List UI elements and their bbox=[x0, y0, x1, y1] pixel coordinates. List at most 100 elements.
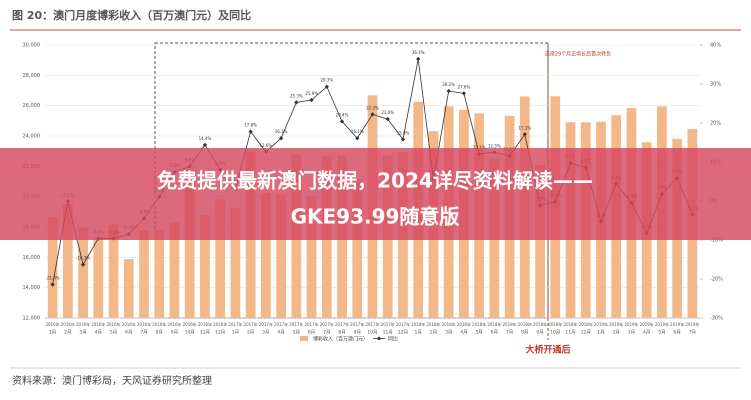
x-tick-label: 10月 bbox=[367, 330, 377, 336]
y-tick-label: 28,000 bbox=[23, 73, 41, 79]
data-label: 21.0% bbox=[381, 110, 394, 115]
data-label: 25.3% bbox=[290, 93, 303, 98]
x-tick-label: 4月 bbox=[460, 330, 467, 336]
bridge-note: 大桥开通后 bbox=[525, 344, 570, 356]
x-tick-label: 11月 bbox=[200, 330, 210, 336]
bar bbox=[47, 216, 58, 318]
source: 资料来源：澳门博彩局，天风证券研究所整理 bbox=[12, 374, 212, 387]
x-tick-label: 6月 bbox=[308, 330, 315, 336]
data-label: 15.8% bbox=[397, 130, 410, 135]
x-tick-year: 2016年 bbox=[46, 321, 60, 327]
bar bbox=[108, 224, 119, 318]
x-tick-label: 9月 bbox=[171, 330, 178, 336]
x-tick-label: 12月 bbox=[215, 330, 225, 336]
y-tick-label: 30,000 bbox=[23, 43, 41, 49]
y2-tick-label: -10% bbox=[710, 238, 723, 244]
x-tick-year: 2019年 bbox=[594, 321, 608, 327]
x-tick-label: 5月 bbox=[110, 330, 117, 336]
x-tick-year: 2016年 bbox=[183, 321, 197, 327]
x-tick-label: 4月 bbox=[95, 330, 102, 336]
x-tick-label: 3月 bbox=[628, 330, 635, 336]
bar bbox=[78, 227, 88, 318]
x-tick-label: 2月 bbox=[613, 330, 620, 336]
x-tick-year: 2016年 bbox=[213, 321, 227, 327]
data-label: 20.4% bbox=[336, 112, 349, 117]
banner-line: 免费提供最新澳门数据，2024详尽资料解读—— bbox=[157, 169, 593, 193]
x-tick-year: 2018年 bbox=[457, 321, 471, 327]
x-tick-year: 2017年 bbox=[244, 321, 258, 327]
x-tick-label: 2月 bbox=[64, 330, 71, 336]
x-tick-label: 6月 bbox=[673, 330, 680, 336]
y-tick-label: 26,000 bbox=[23, 103, 41, 109]
x-tick-label: 2月 bbox=[430, 330, 437, 336]
x-tick-year: 2019年 bbox=[624, 321, 638, 327]
bar bbox=[260, 192, 271, 318]
bar bbox=[154, 229, 165, 318]
line-marker bbox=[446, 88, 451, 94]
bar bbox=[169, 222, 180, 318]
data-label: 29.3% bbox=[320, 78, 333, 83]
line-marker bbox=[416, 56, 421, 62]
data-label: 17.8% bbox=[244, 123, 257, 128]
x-tick-year: 2018年 bbox=[563, 321, 577, 327]
bar bbox=[306, 196, 317, 318]
line-marker bbox=[248, 129, 253, 134]
x-tick-year: 2016年 bbox=[106, 321, 120, 327]
bar bbox=[352, 178, 363, 318]
x-tick-label: 2月 bbox=[247, 330, 254, 336]
data-label: 28.2% bbox=[442, 82, 455, 87]
x-tick-label: 3月 bbox=[79, 330, 86, 336]
bar bbox=[215, 199, 226, 318]
x-tick-year: 2018年 bbox=[533, 321, 547, 327]
x-tick-year: 2018年 bbox=[442, 321, 456, 327]
x-tick-year: 2019年 bbox=[685, 321, 699, 327]
x-tick-year: 2018年 bbox=[487, 321, 501, 327]
data-label: 12.6% bbox=[260, 143, 273, 148]
x-tick-year: 2017年 bbox=[304, 321, 318, 327]
data-label: 22.2% bbox=[366, 105, 379, 110]
x-tick-label: 1月 bbox=[415, 330, 422, 336]
x-tick-label: 12月 bbox=[398, 330, 408, 336]
x-tick-year: 2017年 bbox=[365, 321, 379, 327]
x-tick-year: 2019年 bbox=[640, 321, 654, 327]
line-marker bbox=[522, 132, 527, 137]
x-tick-label: 7月 bbox=[506, 330, 513, 336]
x-tick-label: 7月 bbox=[323, 330, 330, 336]
line-marker bbox=[202, 142, 208, 147]
x-tick-label: 11月 bbox=[383, 330, 393, 336]
x-tick-label: 6月 bbox=[491, 330, 498, 336]
data-label: 14.4% bbox=[199, 136, 212, 141]
x-tick-label: 4月 bbox=[643, 330, 650, 336]
x-tick-year: 2019年 bbox=[670, 321, 684, 327]
x-tick-year: 2017年 bbox=[396, 321, 410, 327]
x-tick-year: 2018年 bbox=[548, 321, 562, 327]
bar bbox=[200, 215, 210, 318]
banner bbox=[0, 148, 751, 240]
y2-tick-label: 40% bbox=[710, 43, 721, 49]
x-tick-year: 2018年 bbox=[579, 321, 593, 327]
x-tick-label: 9月 bbox=[536, 330, 543, 336]
x-tick-year: 2017年 bbox=[381, 321, 395, 327]
x-tick-label: 3月 bbox=[445, 330, 452, 336]
y-tick-label: 14,000 bbox=[23, 285, 41, 291]
line-marker bbox=[461, 91, 467, 96]
x-tick-year: 2017年 bbox=[335, 321, 349, 327]
y-tick-label: 12,000 bbox=[23, 316, 41, 322]
x-tick-label: 6月 bbox=[125, 330, 132, 336]
x-tick-year: 2018年 bbox=[502, 321, 516, 327]
legend-label: 同比 bbox=[388, 336, 398, 343]
x-tick-year: 2016年 bbox=[122, 321, 136, 327]
x-tick-label: 3月 bbox=[262, 330, 269, 336]
x-tick-label: 12月 bbox=[581, 330, 591, 336]
x-tick-label: 4月 bbox=[277, 330, 284, 336]
y2-tick-label: -20% bbox=[710, 277, 723, 283]
x-tick-label: 7月 bbox=[689, 330, 696, 336]
data-label: -16.3% bbox=[76, 256, 90, 261]
data-label: 25.9% bbox=[305, 91, 318, 96]
y2-tick-label: -30% bbox=[710, 316, 723, 322]
x-tick-year: 2016年 bbox=[76, 321, 90, 327]
bar bbox=[62, 203, 73, 318]
data-label: 12.5% bbox=[488, 143, 501, 148]
bar bbox=[230, 207, 241, 318]
